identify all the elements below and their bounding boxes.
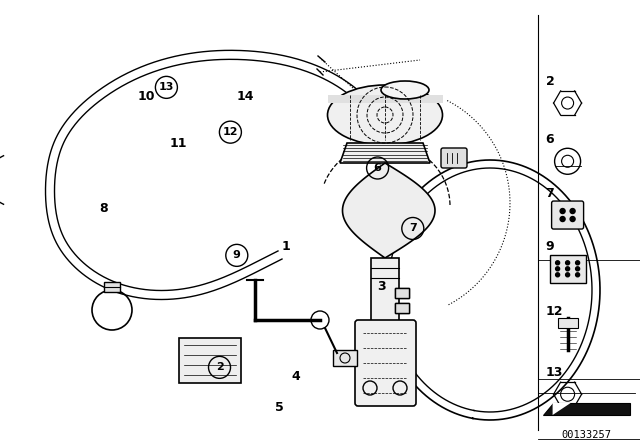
Polygon shape [543, 403, 630, 415]
Text: 10: 10 [138, 90, 155, 103]
Text: 6: 6 [374, 163, 381, 173]
Text: 5: 5 [275, 401, 284, 414]
Circle shape [560, 208, 565, 214]
Circle shape [575, 267, 580, 271]
Circle shape [556, 273, 559, 277]
Polygon shape [342, 163, 435, 258]
FancyBboxPatch shape [441, 148, 467, 168]
Bar [557, 318, 578, 328]
Bar [333, 350, 357, 366]
Polygon shape [340, 143, 430, 163]
Polygon shape [552, 403, 571, 415]
Bar [104, 282, 120, 292]
Text: 00133257: 00133257 [561, 430, 611, 440]
Text: 13: 13 [545, 366, 563, 379]
Bar [395, 288, 409, 298]
FancyBboxPatch shape [355, 320, 416, 406]
Circle shape [566, 273, 570, 277]
Bar [550, 255, 586, 283]
Text: 14: 14 [237, 90, 254, 103]
Circle shape [570, 216, 575, 222]
Circle shape [575, 273, 580, 277]
Bar [179, 338, 241, 383]
Bar [395, 303, 409, 313]
Text: 11: 11 [170, 137, 187, 150]
Text: 9: 9 [233, 250, 241, 260]
Text: 12: 12 [223, 127, 238, 137]
FancyBboxPatch shape [552, 201, 584, 229]
Bar [395, 288, 409, 298]
Text: 2: 2 [545, 74, 554, 87]
Text: 7: 7 [545, 186, 554, 199]
Text: 9: 9 [545, 240, 554, 253]
Circle shape [570, 208, 575, 214]
Text: 8: 8 [99, 202, 108, 215]
Text: 7: 7 [409, 224, 417, 233]
Bar [395, 303, 409, 313]
Text: 2: 2 [216, 362, 223, 372]
Circle shape [560, 216, 565, 222]
Ellipse shape [381, 81, 429, 99]
Circle shape [556, 267, 559, 271]
Text: 1: 1 [282, 240, 291, 253]
Text: 13: 13 [159, 82, 174, 92]
Circle shape [566, 261, 570, 265]
Ellipse shape [328, 85, 442, 145]
Bar [328, 95, 443, 103]
Bar [371, 258, 399, 323]
Text: 3: 3 [378, 280, 386, 293]
Text: 12: 12 [545, 305, 563, 318]
Circle shape [575, 261, 580, 265]
Circle shape [556, 261, 559, 265]
Text: 4: 4 [291, 370, 300, 383]
Text: 6: 6 [545, 133, 554, 146]
Circle shape [566, 267, 570, 271]
